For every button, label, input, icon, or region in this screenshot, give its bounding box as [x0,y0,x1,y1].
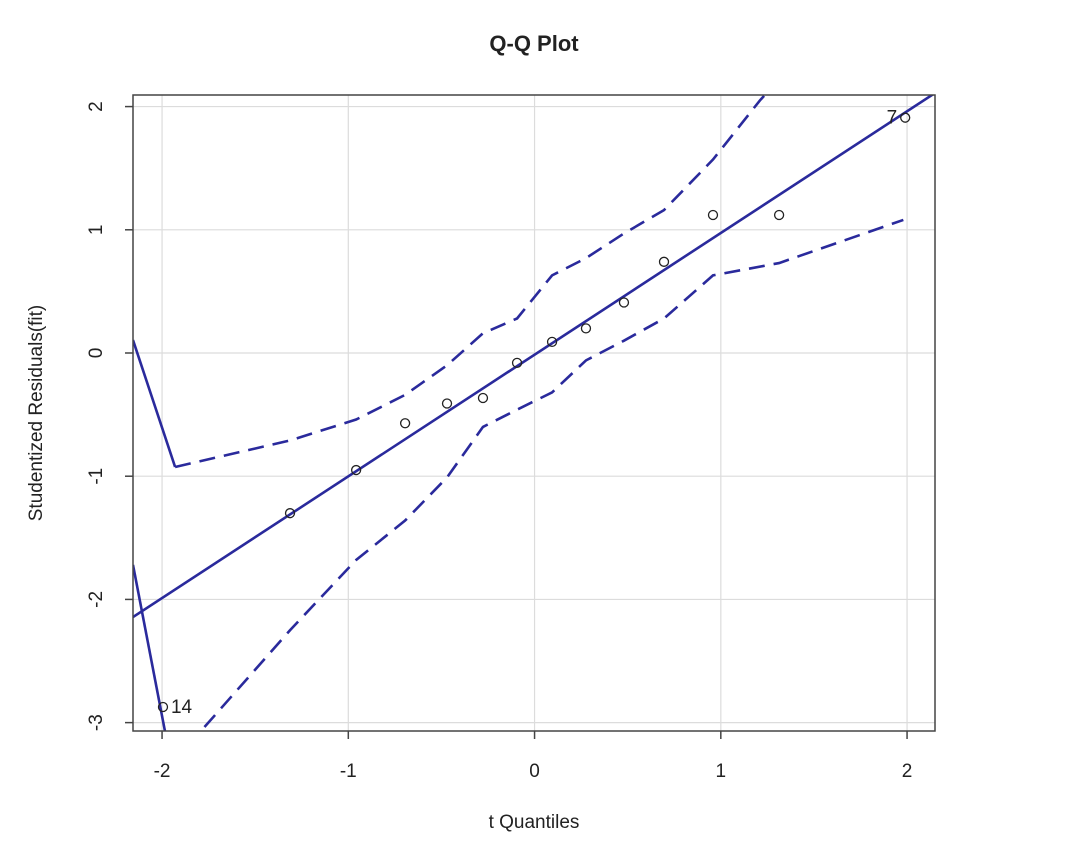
point [773,209,785,221]
point-label: 14 [171,697,193,718]
chart-title: Q-Q Plot [489,31,579,56]
x-axis-title: t Quantiles [489,812,580,833]
grid [133,95,935,731]
x-tick-label: -1 [340,761,357,782]
point [477,392,489,404]
point [580,323,592,334]
y-tick-label: -1 [86,468,107,485]
y-tick-label: -2 [86,591,107,608]
x-tick-label: 2 [902,761,913,782]
point [350,464,362,476]
point [441,398,453,409]
envelope-line [133,564,167,731]
point [284,508,296,519]
plot-area [133,95,935,731]
point [707,209,719,221]
y-tick-label: 2 [86,101,107,112]
y-tick-label: -3 [86,714,107,731]
envelope-line [133,339,177,468]
y-tick-label: 0 [86,348,107,359]
x-tick-label: -2 [154,761,171,782]
x-tick-label: 1 [716,761,727,782]
point [511,357,523,369]
point [546,336,558,348]
point [157,701,169,713]
reference-line [133,95,935,619]
point [900,112,911,123]
envelope-line [174,95,767,469]
point [618,297,630,308]
envelope-line [199,218,904,731]
point [658,256,670,267]
x-tick-label: 0 [529,761,540,782]
point-label: 7 [887,108,898,129]
point [399,418,411,429]
y-axis-title: Studentized Residuals(fit) [26,305,47,522]
y-tick-label: 1 [86,225,107,236]
